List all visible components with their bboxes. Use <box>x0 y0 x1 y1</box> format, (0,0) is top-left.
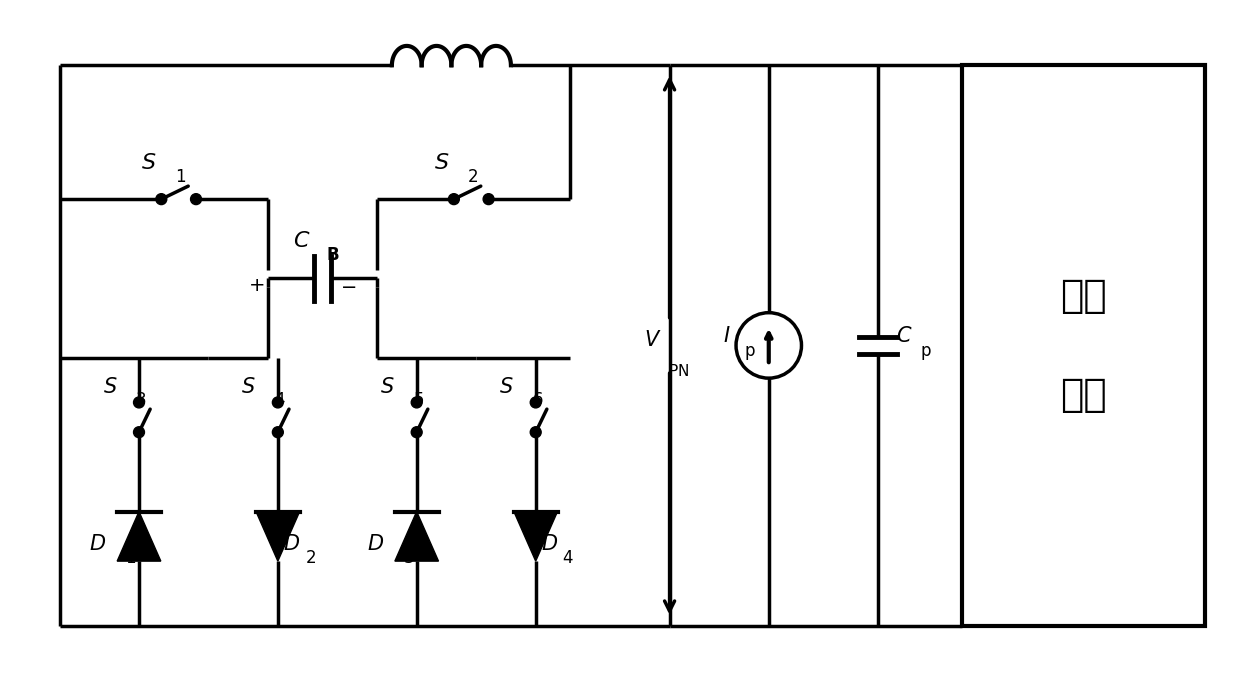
Text: $D$: $D$ <box>89 534 107 555</box>
Polygon shape <box>395 511 439 561</box>
Circle shape <box>134 397 145 408</box>
Polygon shape <box>256 511 300 561</box>
Text: $V$: $V$ <box>644 330 662 351</box>
Circle shape <box>134 427 145 437</box>
Text: $6$: $6$ <box>532 392 543 409</box>
Text: $\mathbf{B}$: $\mathbf{B}$ <box>326 246 339 264</box>
Text: $S$: $S$ <box>380 378 395 398</box>
Circle shape <box>449 194 460 205</box>
Text: $1$: $1$ <box>175 168 186 186</box>
Text: $3$: $3$ <box>135 392 146 409</box>
Circle shape <box>530 397 541 408</box>
Text: $C$: $C$ <box>294 231 311 251</box>
Circle shape <box>411 397 422 408</box>
Text: $C$: $C$ <box>896 326 912 345</box>
FancyBboxPatch shape <box>963 65 1206 626</box>
Text: $S$: $S$ <box>141 153 157 174</box>
Text: $D$: $D$ <box>282 534 300 555</box>
Text: $S$: $S$ <box>103 378 118 398</box>
Text: $2$: $2$ <box>305 549 316 567</box>
Text: $2$: $2$ <box>467 168 478 186</box>
Text: 整流: 整流 <box>1061 376 1106 414</box>
Text: $S$: $S$ <box>499 378 514 398</box>
Text: $4$: $4$ <box>563 549 574 567</box>
Circle shape <box>273 397 284 408</box>
Polygon shape <box>118 511 161 561</box>
Circle shape <box>273 427 284 437</box>
Text: $I$: $I$ <box>724 326 731 345</box>
Text: $4$: $4$ <box>274 392 285 409</box>
Text: $5$: $5$ <box>413 392 424 409</box>
Text: $D$: $D$ <box>367 534 384 555</box>
Text: $\mathrm{p}$: $\mathrm{p}$ <box>743 345 756 362</box>
Text: $\mathrm{PN}$: $\mathrm{PN}$ <box>668 363 689 380</box>
Circle shape <box>191 194 202 205</box>
Text: $S$: $S$ <box>242 378 256 398</box>
Circle shape <box>411 427 422 437</box>
Text: $S$: $S$ <box>434 153 450 174</box>
Text: $\mathrm{p}$: $\mathrm{p}$ <box>919 345 932 362</box>
Text: $1$: $1$ <box>125 549 136 567</box>
Text: $-$: $-$ <box>341 276 357 295</box>
Text: $+$: $+$ <box>248 276 264 295</box>
Circle shape <box>483 194 494 205</box>
Circle shape <box>156 194 167 205</box>
Text: $3$: $3$ <box>403 549 414 567</box>
Text: $D$: $D$ <box>540 534 558 555</box>
Circle shape <box>530 427 541 437</box>
Polygon shape <box>514 511 558 561</box>
Text: 有源: 有源 <box>1061 277 1106 315</box>
